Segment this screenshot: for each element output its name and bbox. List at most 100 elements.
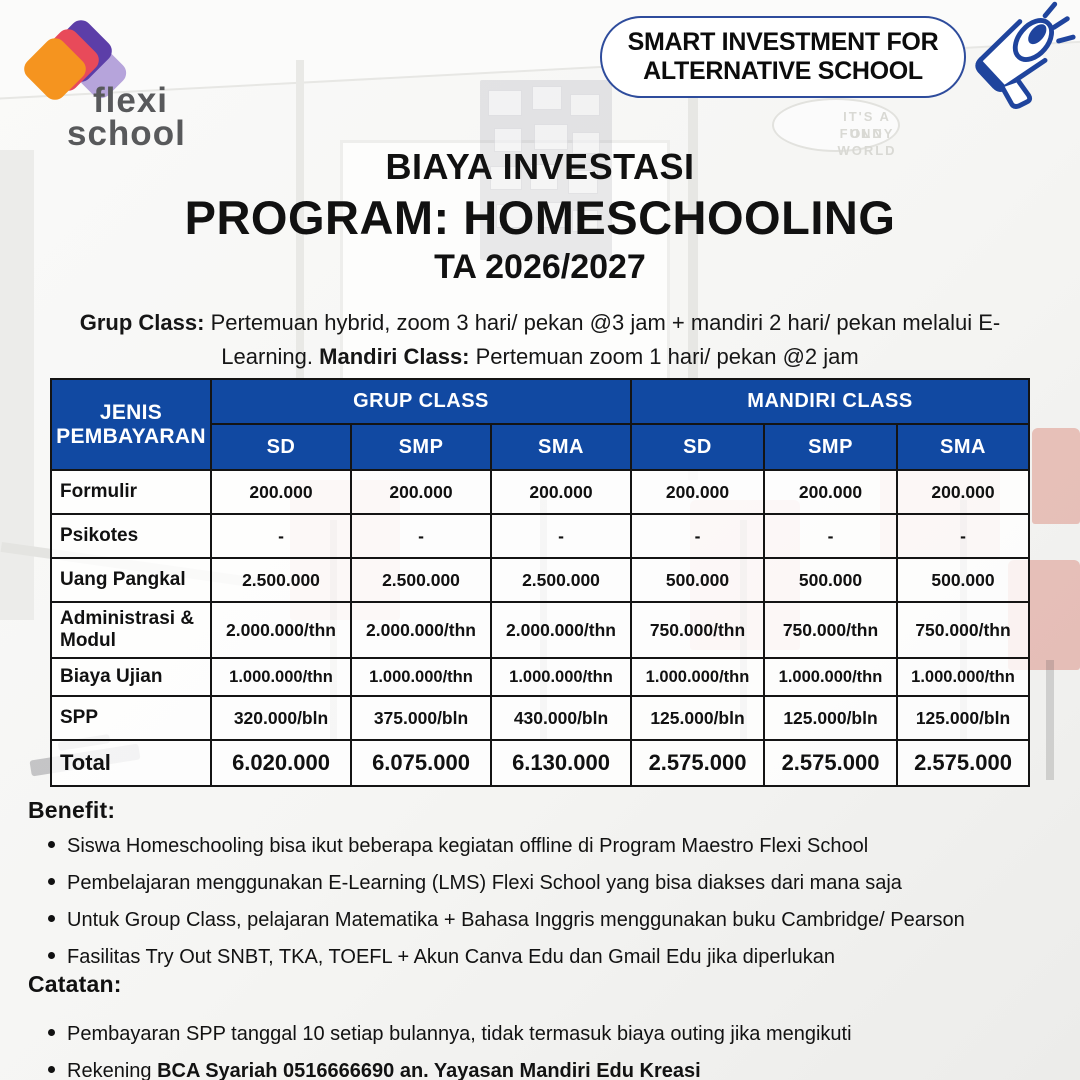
bullet-dot-icon bbox=[48, 841, 55, 848]
table-group-mandiri-class: MANDIRI CLASS bbox=[630, 378, 1030, 425]
fee-cell: 2.000.000/thn bbox=[210, 601, 352, 659]
fee-cell: 200.000 bbox=[763, 469, 898, 515]
fee-cell: 200.000 bbox=[490, 469, 632, 515]
benefit-item: Untuk Group Class, pelajaran Matematika … bbox=[28, 908, 1058, 932]
fee-cell: 750.000/thn bbox=[896, 601, 1030, 659]
fee-cell: - bbox=[350, 513, 492, 559]
rekening-prefix: Rekening bbox=[67, 1060, 158, 1080]
total-cell: 2.575.000 bbox=[763, 739, 898, 787]
table-row-spp: SPP 320.000/bln 375.000/bln 430.000/bln … bbox=[50, 695, 1030, 741]
fee-cell: 1.000.000/thn bbox=[630, 657, 765, 697]
logo-text-school: school bbox=[67, 114, 186, 153]
row-label: SPP bbox=[50, 695, 212, 741]
benefit-item-text: Siswa Homeschooling bisa ikut beberapa k… bbox=[67, 835, 869, 857]
smart-investment-badge: SMART INVESTMENT FOR ALTERNATIVE SCHOOL bbox=[600, 16, 966, 98]
table-header-row-levels: SD SMP SMA SD SMP SMA bbox=[51, 423, 1030, 471]
fee-cell: 2.000.000/thn bbox=[350, 601, 492, 659]
background-chair-leg bbox=[1046, 660, 1054, 780]
total-cell: 2.575.000 bbox=[630, 739, 765, 787]
logo-text-flexi: flexi bbox=[93, 81, 169, 120]
col-header-mandiri-sma: SMA bbox=[896, 423, 1030, 471]
fee-cell: 320.000/bln bbox=[210, 695, 352, 741]
fee-cell: 125.000/bln bbox=[630, 695, 765, 741]
catatan-item: Rekening BCA Syariah 0516666690 an. Yaya… bbox=[28, 1059, 1058, 1080]
catatan-section: Catatan: Pembayaran SPP tanggal 10 setia… bbox=[28, 971, 1058, 1080]
fee-cell: 125.000/bln bbox=[896, 695, 1030, 741]
table-row-formulir: Formulir 200.000 200.000 200.000 200.000… bbox=[50, 469, 1030, 515]
row-label: Administrasi & Modul bbox=[50, 601, 212, 659]
fee-cell: 2.000.000/thn bbox=[490, 601, 632, 659]
speech-bubble-text: OLD WORLD bbox=[837, 125, 897, 158]
background-speech-bubble: IT'S A FUNNY OLD WORLD bbox=[772, 98, 900, 158]
catatan-item-text: Rekening BCA Syariah 0516666690 an. Yaya… bbox=[67, 1059, 701, 1080]
grup-class-label: Grup Class: bbox=[79, 310, 205, 335]
fee-cell: 2.500.000 bbox=[350, 557, 492, 603]
fee-table: JENIS PEMBAYARAN GRUP CLASS MANDIRI CLAS… bbox=[50, 378, 1030, 787]
megaphone-icon bbox=[975, 1, 1076, 109]
fee-cell: 430.000/bln bbox=[490, 695, 632, 741]
fee-cell: - bbox=[763, 513, 898, 559]
table-row-uang-pangkal: Uang Pangkal 2.500.000 2.500.000 2.500.0… bbox=[50, 557, 1030, 603]
fee-cell: - bbox=[490, 513, 632, 559]
flexi-school-logo: flexi school bbox=[19, 15, 238, 154]
col-header-mandiri-smp: SMP bbox=[763, 423, 898, 471]
fee-cell: 200.000 bbox=[630, 469, 765, 515]
table-row-administrasi-modul: Administrasi & Modul 2.000.000/thn 2.000… bbox=[50, 601, 1030, 659]
total-cell: 6.130.000 bbox=[490, 739, 632, 787]
catatan-heading: Catatan: bbox=[28, 971, 122, 997]
rekening-number: BCA Syariah 0516666690 an. Yayasan Mandi… bbox=[157, 1060, 701, 1080]
row-label: Formulir bbox=[50, 469, 212, 515]
table-group-grup-class: GRUP CLASS bbox=[210, 378, 632, 425]
fee-cell: 125.000/bln bbox=[763, 695, 898, 741]
fee-cell: 1.000.000/thn bbox=[210, 657, 352, 697]
fee-cell: 200.000 bbox=[896, 469, 1030, 515]
row-label: Psikotes bbox=[50, 513, 212, 559]
title-block: BIAYA INVESTASI PROGRAM: HOMESCHOOLING T… bbox=[0, 146, 1080, 287]
subtitle-biaya-investasi: BIAYA INVESTASI bbox=[385, 146, 695, 187]
fee-cell: 1.000.000/thn bbox=[490, 657, 632, 697]
speech-bubble-text: IT'S A FUNNY bbox=[839, 109, 895, 141]
row-label: Biaya Ujian bbox=[50, 657, 212, 697]
table-total-row: Total 6.020.000 6.075.000 6.130.000 2.57… bbox=[50, 739, 1030, 787]
mandiri-class-text: Pertemuan zoom 1 hari/ pekan @2 jam bbox=[469, 344, 859, 370]
background-window-frame bbox=[296, 60, 304, 380]
fee-cell: 200.000 bbox=[210, 469, 352, 515]
table-row-psikotes: Psikotes - - - - - - bbox=[50, 513, 1030, 559]
background-photo-collage bbox=[480, 80, 612, 260]
table-row-biaya-ujian: Biaya Ujian 1.000.000/thn 1.000.000/thn … bbox=[50, 657, 1030, 697]
total-cell: 2.575.000 bbox=[896, 739, 1030, 787]
total-label: Total bbox=[50, 739, 212, 787]
total-cell: 6.075.000 bbox=[350, 739, 492, 787]
bullet-dot-icon bbox=[48, 1029, 55, 1036]
fee-cell: 750.000/thn bbox=[763, 601, 898, 659]
total-cell: 6.020.000 bbox=[210, 739, 352, 787]
catatan-item-text: Pembayaran SPP tanggal 10 setiap bulanny… bbox=[67, 1023, 852, 1045]
row-label: Uang Pangkal bbox=[50, 557, 212, 603]
fee-cell: 500.000 bbox=[630, 557, 765, 603]
grup-class-text: Pertemuan hybrid, zoom 3 hari/ pekan @3 … bbox=[204, 310, 1001, 370]
col-header-grup-sd: SD bbox=[210, 423, 352, 471]
fee-cell: 2.500.000 bbox=[210, 557, 352, 603]
bullet-dot-icon bbox=[48, 878, 55, 885]
fee-cell: 200.000 bbox=[350, 469, 492, 515]
fee-cell: 2.500.000 bbox=[490, 557, 632, 603]
fee-cell: 500.000 bbox=[763, 557, 898, 603]
benefit-item-text: Pembelajaran menggunakan E-Learning (LMS… bbox=[67, 872, 902, 894]
fee-cell: 1.000.000/thn bbox=[763, 657, 898, 697]
fee-cell: 1.000.000/thn bbox=[896, 657, 1030, 697]
fee-cell: 500.000 bbox=[896, 557, 1030, 603]
benefit-section: Benefit: Siswa Homeschooling bisa ikut b… bbox=[28, 797, 1058, 982]
benefit-item: Siswa Homeschooling bisa ikut beberapa k… bbox=[28, 834, 1058, 858]
benefit-item-text: Fasilitas Try Out SNBT, TKA, TOEFL + Aku… bbox=[67, 946, 835, 968]
background-window-frame bbox=[688, 60, 698, 480]
page-title-program: PROGRAM: HOMESCHOOLING bbox=[184, 191, 896, 244]
badge-line-1: SMART INVESTMENT FOR bbox=[627, 27, 939, 56]
col-header-grup-sma: SMA bbox=[490, 423, 632, 471]
catatan-item: Pembayaran SPP tanggal 10 setiap bulanny… bbox=[28, 1022, 1058, 1046]
fee-cell: 1.000.000/thn bbox=[350, 657, 492, 697]
fee-cell: - bbox=[630, 513, 765, 559]
benefit-item-text: Untuk Group Class, pelajaran Matematika … bbox=[67, 909, 965, 931]
fee-cell: 375.000/bln bbox=[350, 695, 492, 741]
background-window-frame bbox=[0, 150, 34, 620]
bullet-dot-icon bbox=[48, 1066, 55, 1073]
